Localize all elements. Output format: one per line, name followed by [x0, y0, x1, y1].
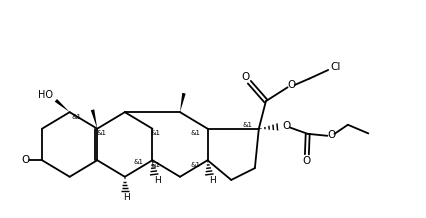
Text: O: O [326, 130, 335, 140]
Text: H: H [123, 193, 130, 202]
Text: O: O [287, 80, 295, 90]
Text: &1: &1 [190, 162, 200, 168]
Text: &1: &1 [242, 122, 252, 128]
Text: O: O [241, 72, 249, 82]
Text: &1: &1 [150, 162, 160, 168]
Text: &1: &1 [72, 114, 81, 120]
Polygon shape [55, 99, 69, 112]
Text: HO: HO [37, 90, 52, 100]
Text: &1: &1 [96, 130, 106, 136]
Polygon shape [91, 109, 97, 129]
Text: &1: &1 [190, 130, 200, 136]
Text: O: O [21, 155, 29, 165]
Text: &1: &1 [133, 159, 143, 165]
Text: H: H [153, 176, 160, 185]
Polygon shape [180, 93, 185, 112]
Text: &1: &1 [150, 130, 160, 136]
Text: Cl: Cl [329, 62, 340, 72]
Text: O: O [282, 121, 290, 131]
Text: O: O [302, 156, 310, 166]
Text: H: H [208, 176, 215, 185]
